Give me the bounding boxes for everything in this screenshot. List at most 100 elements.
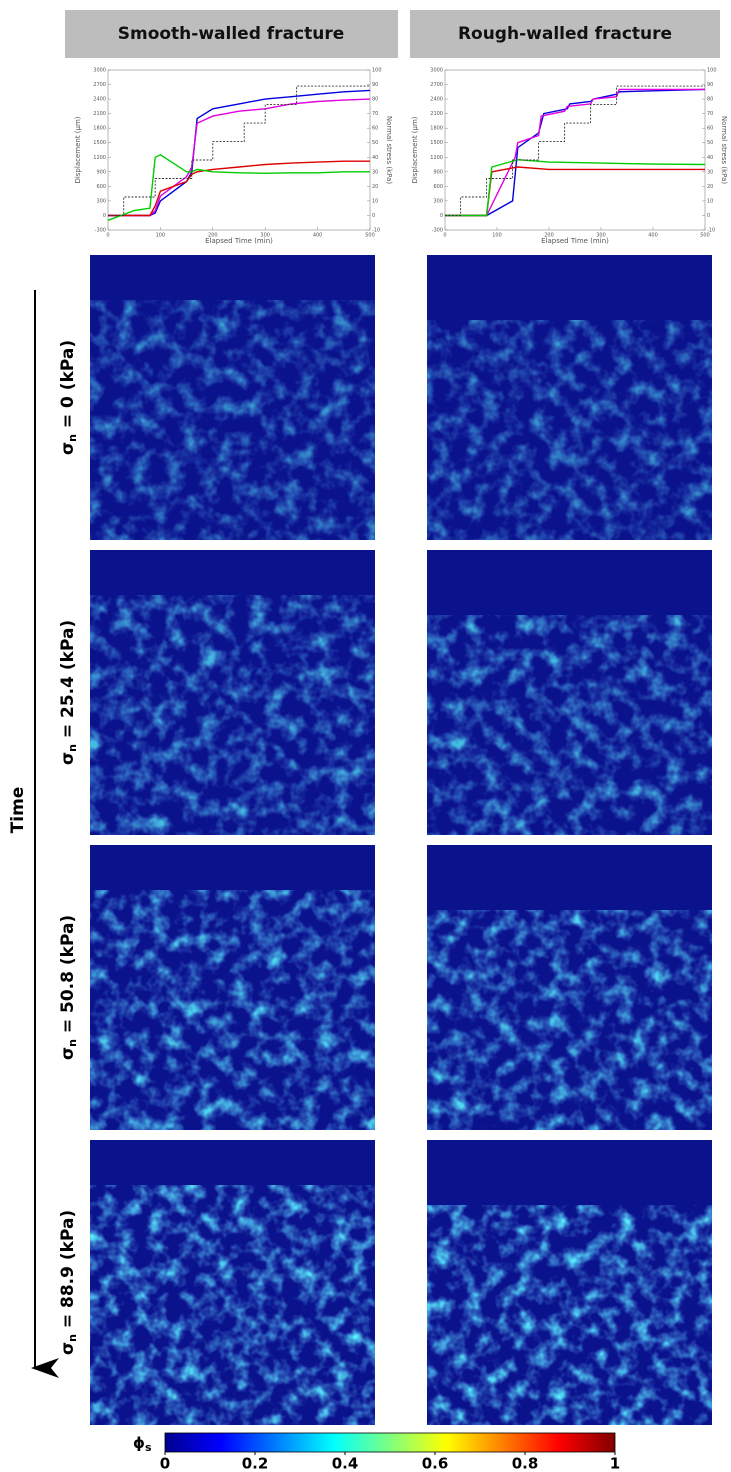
y2-tick-label: 30 [372,169,378,175]
phi-map [90,300,375,540]
y2-tick-label: 100 [372,68,382,74]
colorbar-subscript: s [145,1441,152,1454]
plot-area [444,69,706,231]
y2-axis-label: Normal stress (kPa) [385,116,393,184]
header-box [410,10,720,58]
y2-tick-label: 20 [707,184,713,190]
header: Smooth-walled fracture [118,24,345,44]
y2-tick-label: 50 [707,140,713,146]
y-tick-label: 2400 [93,97,106,103]
colorbar-tick-label: 0.6 [422,1455,449,1472]
y-tick-label: 1500 [430,140,443,146]
y2-tick-label: 10 [372,198,378,204]
y2-tick-label: 0 [372,213,375,219]
row-label-text: = 25.4 (kPa) [58,620,78,744]
row-label-text: = 0 (kPa) [58,340,78,434]
x-tick-label: 100 [156,233,166,239]
y-tick-label: 1200 [430,155,443,161]
y2-tick-label: 80 [372,97,378,103]
series-line [108,160,370,217]
x-tick-label: 300 [596,233,606,239]
y2-tick-label: 70 [372,111,378,117]
x-tick-label: 500 [365,233,375,239]
phi-map [90,595,375,835]
y-tick-label: 900 [433,169,443,175]
row-label-symbol: σ [58,752,78,765]
y2-tick-label: 60 [372,126,378,132]
y-tick-label: -300 [95,228,106,234]
y-tick-label: 0 [103,213,106,219]
series-line [445,85,705,216]
colorbar-tick-label: 0.2 [242,1455,269,1472]
series-line [108,85,370,216]
colorbar [164,1432,616,1453]
y-axis-label: Displacement (μm) [411,116,419,183]
phi-map [427,320,712,540]
y-tick-label: 2400 [430,97,443,103]
x-tick-label: 500 [700,233,710,239]
header: Rough-walled fracture [458,24,672,44]
y-tick-label: 3000 [93,68,106,74]
x-axis-label: Elapsed Time (min) [205,237,273,245]
series-line [108,98,371,217]
y2-tick-label: -10 [372,228,380,234]
x-axis-label: Elapsed Time (min) [541,237,609,245]
colorbar-symbol: ϕ [133,1434,145,1452]
colorbar-tick-label: 1 [610,1455,620,1472]
y2-tick-label: 20 [372,184,378,190]
phi-map [427,910,712,1130]
y-axis-label: Displacement (μm) [74,116,82,183]
x-tick-label: 200 [544,233,554,239]
x-tick-label: 0 [443,233,446,239]
time-label: Time [8,787,28,834]
y-tick-label: 2700 [93,82,106,88]
y2-tick-label: 70 [707,111,713,117]
row-label-subscript: n [66,744,79,752]
y2-tick-label: -10 [707,228,715,234]
y2-tick-label: 60 [707,126,713,132]
row-label-subscript: n [66,434,79,442]
y-tick-label: 2100 [93,111,106,117]
y2-tick-label: 50 [372,140,378,146]
phi-map [90,1185,375,1425]
colorbar-label: ϕs [133,1434,152,1455]
x-tick-label: 400 [648,233,658,239]
plot-area [107,69,371,231]
row-label: σn = 50.8 (kPa) [58,915,79,1060]
x-tick-label: 100 [492,233,502,239]
series-line [445,88,706,217]
y-tick-label: 1200 [93,155,106,161]
x-tick-label: 400 [313,233,323,239]
y-tick-label: 2700 [430,82,443,88]
series-line [445,166,705,217]
series-line [445,88,705,217]
y2-tick-label: 40 [372,155,378,161]
x-tick-label: 300 [260,233,270,239]
row-label-text: = 88.9 (kPa) [58,1210,78,1334]
phi-map [90,890,375,1130]
phi-map [427,615,712,835]
colorbar-tick-label: 0 [160,1455,170,1472]
y-tick-label: -300 [432,228,443,234]
y2-tick-label: 90 [372,82,378,88]
y-tick-label: 0 [440,213,443,219]
row-label-subscript: n [66,1334,79,1342]
series-line [107,153,370,221]
y-tick-label: 600 [96,184,106,190]
x-tick-label: 0 [106,233,109,239]
y-tick-label: 600 [433,184,443,190]
y2-tick-label: 100 [707,68,717,74]
y2-tick-label: 30 [707,169,713,175]
y-tick-label: 900 [96,169,106,175]
row-label: σn = 0 (kPa) [58,340,79,455]
header-box [65,10,398,58]
row-label-symbol: σ [58,1342,78,1355]
series-line [445,158,706,217]
y-tick-label: 3000 [430,68,443,74]
y2-tick-label: 10 [707,198,713,204]
row-label-symbol: σ [58,1047,78,1060]
row-label-symbol: σ [58,442,78,455]
y2-tick-label: 0 [707,213,710,219]
phi-map [427,1205,712,1425]
